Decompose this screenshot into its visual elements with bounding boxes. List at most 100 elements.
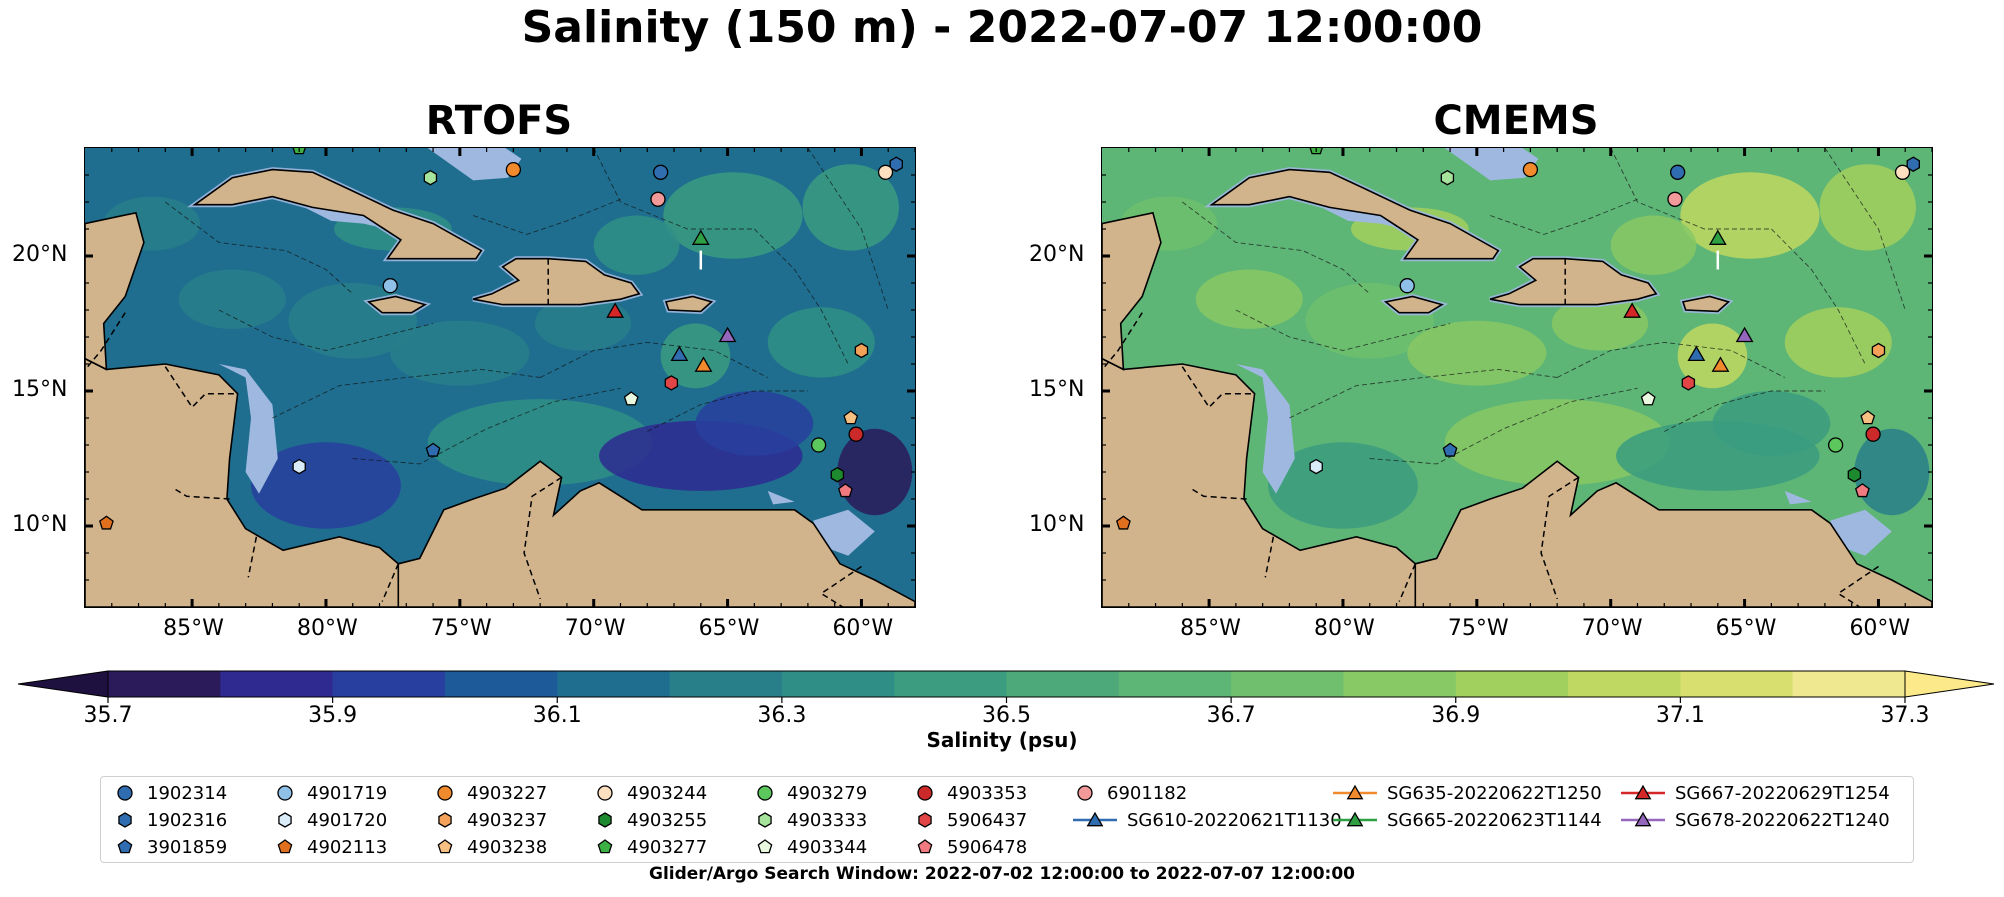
legend-marker-SG635-20220622T1250 [1346,784,1364,800]
country-border [1540,476,1580,600]
legend-entry: 4903353 [913,781,1027,805]
colorbar-segment [108,671,221,697]
salinity-contour-region [1551,296,1649,351]
legend-entry: 4903333 [753,808,867,832]
salinity-contour-region [695,391,814,456]
legend-label: 4903333 [787,809,868,831]
legend-entry: 5906437 [913,808,1027,832]
legend-entry: 5906478 [913,835,1027,859]
marker-4903237 [1871,342,1886,359]
x-tick-label: 80°W [296,616,358,641]
legend-marker-4903277 [597,839,613,854]
y-tick-label: 20°N [12,242,68,267]
marker-6901182 [650,191,666,207]
land-yucatan [1102,211,1162,371]
legend: 1902314 1902316 3901859 4901719 4901720 49021… [100,776,1914,863]
legend-marker-6901182 [1077,785,1093,801]
marker-5906478 [837,483,853,498]
eez-boundary [1610,148,1772,230]
legend-marker-hexagon-icon [278,812,292,828]
marker-4903279 [1827,437,1844,453]
country-border [1264,536,1275,578]
colorbar-segment [1680,671,1794,697]
salinity-contour-region [1819,164,1916,251]
marker-SG667-20220629T1254 [1623,302,1642,318]
colorbar-segment [1118,671,1232,697]
search-window-note: Glider/Argo Search Window: 2022-07-02 12… [649,864,1355,884]
legend-marker-4901719 [277,785,293,801]
salinity-map-cmems [1101,147,1933,608]
salinity-contour-region [767,307,875,378]
marker-4901719 [1399,278,1415,294]
land-hispaniola-outline [1489,257,1658,306]
colorbar-segment [444,671,558,697]
shallow-shelf [1830,509,1892,556]
land-jamaica-outline [366,295,428,314]
legend-marker-hexagon-icon [438,812,452,828]
legend-marker-4903333 [758,812,772,828]
legend-entry: SG667-20220629T1254 [1621,781,1890,805]
colorbar-tick-label: 35.9 [308,703,358,728]
legend-marker-4903244 [597,785,613,801]
legend-entry: 4901719 [273,781,387,805]
marker-4903238 [1860,410,1876,425]
legend-label: 5906478 [947,836,1028,858]
legend-marker-triangle-icon [1333,811,1377,827]
colorbar-tick-label: 36.5 [982,703,1031,728]
legend-marker-circle-icon [757,785,773,801]
legend-entry: 6901182 [1073,781,1187,805]
eez-boundary [1490,198,1638,235]
marker-4903353 [1865,426,1881,442]
legend-marker-5906437 [918,812,932,828]
legend-marker-4903238 [437,839,453,854]
marker-4903244 [1894,164,1911,180]
shallow-shelf [1444,148,1539,181]
country-border [381,563,399,602]
legend-marker-4903237 [438,812,452,828]
marker-5906437 [664,375,679,391]
x-tick-label: 80°W [1313,616,1375,641]
legend-marker-pentagon-icon [597,839,613,854]
eez-boundary [593,148,755,230]
colorbar-segment [1792,671,1906,697]
legend-marker-hexagon-icon [758,812,772,828]
legend-marker-circle-icon [277,785,293,801]
x-tick-label: 85°W [1180,616,1241,641]
legend-marker-4903344 [757,839,773,854]
colorbar-segment [1343,671,1457,697]
legend-label: 4903238 [467,836,548,858]
marker-SG678-20220622T1240 [1735,326,1754,343]
colorbar-segment [1455,671,1569,697]
legend-marker-triangle-icon [1621,811,1665,827]
y-tick-label: 15°N [12,377,68,402]
colorbar-extend-high [1904,670,1995,698]
colorbar-segment [1568,671,1681,697]
salinity-contour-region [1610,215,1697,275]
marker-4903344 [1640,391,1656,406]
eez-boundary [1235,309,1451,351]
x-tick-label: 60°W [1849,616,1911,641]
y-tick-label: 15°N [1029,377,1085,402]
figure-title: Salinity (150 m) - 2022-07-07 12:00:00 [521,2,1483,53]
legend-label: 1902314 [147,782,228,804]
legend-marker-hexagon-icon [118,812,132,828]
land-puertoRico-outline [664,295,714,313]
salinity-contour-region [1195,269,1303,329]
marker-3901859 [1442,442,1458,457]
salinity-contour-region [251,442,401,529]
shallow-shelf [813,509,875,556]
marker-4901720 [292,458,306,475]
marker-SG665-20220623T1144 [691,229,710,245]
country-border [1181,366,1255,409]
legend-marker-circle-icon [437,785,453,801]
legend-marker-pentagon-icon [757,839,773,854]
shallow-shelf [427,148,522,181]
marker-4903227 [1522,161,1539,178]
legend-label: 6901182 [1107,782,1188,804]
legend-entry: 4903237 [433,808,547,832]
eez-boundary [352,387,621,465]
colorbar-segment [220,671,334,697]
shallow-shelf [1235,364,1295,494]
legend-label: 4903237 [467,809,548,831]
eez-boundary [1289,368,1558,419]
